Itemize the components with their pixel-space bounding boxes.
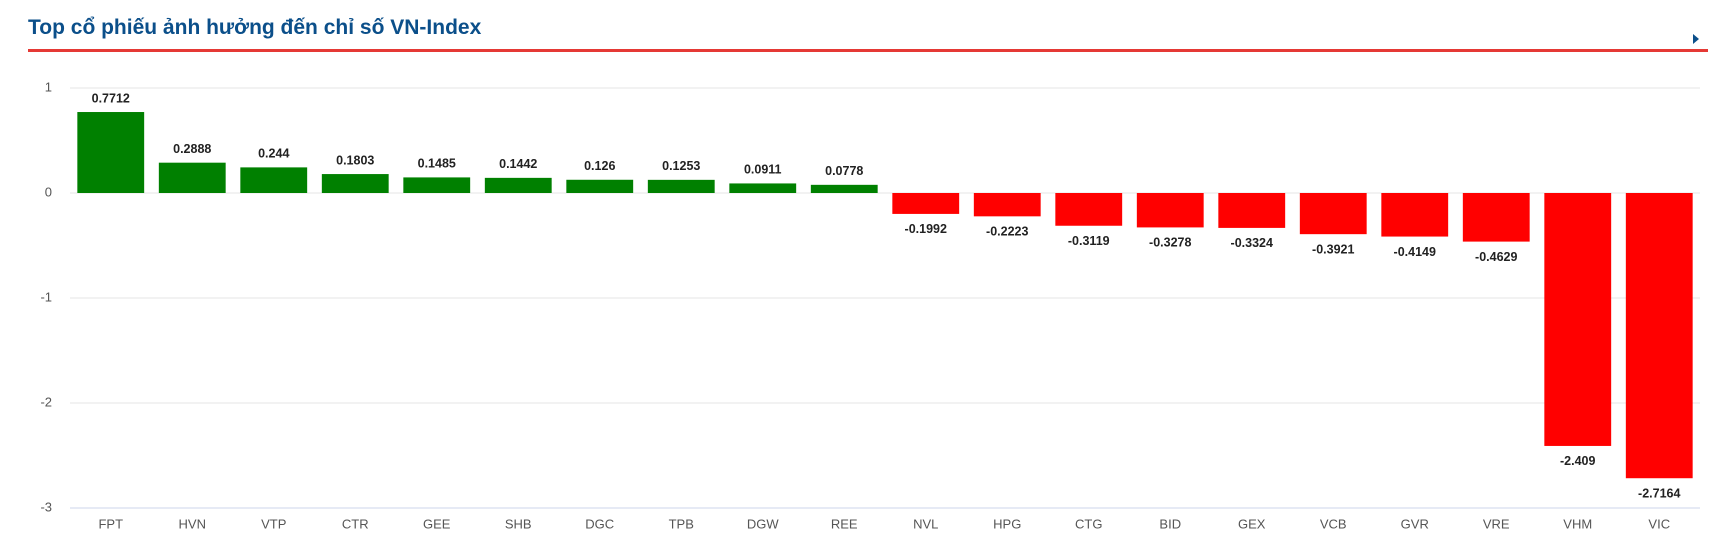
x-tick-label: HVN xyxy=(179,516,206,531)
x-tick-label: CTG xyxy=(1075,516,1102,531)
data-label: -0.4149 xyxy=(1394,245,1436,259)
data-label: 0.0778 xyxy=(825,164,863,178)
y-tick-label: -1 xyxy=(40,289,52,304)
data-label: -0.4629 xyxy=(1475,250,1517,264)
bar xyxy=(484,177,552,193)
x-tick-label: VHM xyxy=(1563,516,1592,531)
data-label: -0.3324 xyxy=(1231,236,1273,250)
bar xyxy=(403,177,471,193)
bar xyxy=(729,183,797,193)
x-tick-label: SHB xyxy=(505,516,532,531)
data-label: 0.1253 xyxy=(662,159,700,173)
bar xyxy=(1462,193,1530,242)
x-tick-label: NVL xyxy=(913,516,938,531)
bar xyxy=(1218,193,1286,228)
data-label: -0.2223 xyxy=(986,225,1028,239)
x-tick-label: TPB xyxy=(669,516,694,531)
bar xyxy=(892,193,960,214)
data-label: -2.7164 xyxy=(1638,487,1680,501)
bar xyxy=(810,184,878,193)
x-tick-label: GEX xyxy=(1238,516,1266,531)
x-tick-label: BID xyxy=(1159,516,1181,531)
data-label: -0.3278 xyxy=(1149,236,1191,250)
data-label: -0.1992 xyxy=(905,222,947,236)
bar xyxy=(1381,193,1449,237)
title-rule xyxy=(28,49,1708,52)
x-tick-label: VTP xyxy=(261,516,286,531)
bar xyxy=(77,112,145,193)
bar xyxy=(647,179,715,193)
data-label: 0.1442 xyxy=(499,157,537,171)
bar xyxy=(1136,193,1204,228)
y-tick-label: 0 xyxy=(45,184,52,199)
y-tick-label: 1 xyxy=(45,79,52,94)
widget-title: Top cổ phiếu ảnh hưởng đến chỉ số VN-Ind… xyxy=(28,16,482,39)
bar xyxy=(321,174,389,193)
x-tick-label: CTR xyxy=(342,516,369,531)
y-tick-label: -2 xyxy=(40,394,52,409)
x-tick-label: HPG xyxy=(993,516,1021,531)
bar xyxy=(240,167,308,193)
data-label: -0.3921 xyxy=(1312,242,1354,256)
y-tick-label: -3 xyxy=(40,499,52,514)
bar xyxy=(1299,193,1367,235)
x-tick-label: GVR xyxy=(1401,516,1429,531)
data-label: 0.7712 xyxy=(92,91,130,105)
data-label: 0.2888 xyxy=(173,142,211,156)
bar xyxy=(1055,193,1123,226)
data-label: 0.1803 xyxy=(336,153,374,167)
bar xyxy=(973,193,1041,217)
data-label: 0.244 xyxy=(258,147,289,161)
x-tick-label: DGC xyxy=(585,516,614,531)
bar xyxy=(1625,193,1693,479)
bar xyxy=(158,162,226,193)
x-tick-label: VRE xyxy=(1483,516,1510,531)
x-tick-label: DGW xyxy=(747,516,780,531)
expand-arrow[interactable] xyxy=(1693,34,1699,44)
x-tick-label: VIC xyxy=(1648,516,1670,531)
data-label: 0.0911 xyxy=(744,163,782,177)
x-tick-label: REE xyxy=(831,516,858,531)
x-tick-label: GEE xyxy=(423,516,451,531)
bar xyxy=(1544,193,1612,446)
bar xyxy=(566,179,634,193)
data-label: -2.409 xyxy=(1560,454,1595,468)
data-label: 0.1485 xyxy=(418,157,456,171)
x-tick-label: FPT xyxy=(98,516,123,531)
x-tick-label: VCB xyxy=(1320,516,1347,531)
data-label: -0.3119 xyxy=(1068,234,1110,248)
data-label: 0.126 xyxy=(584,159,615,173)
